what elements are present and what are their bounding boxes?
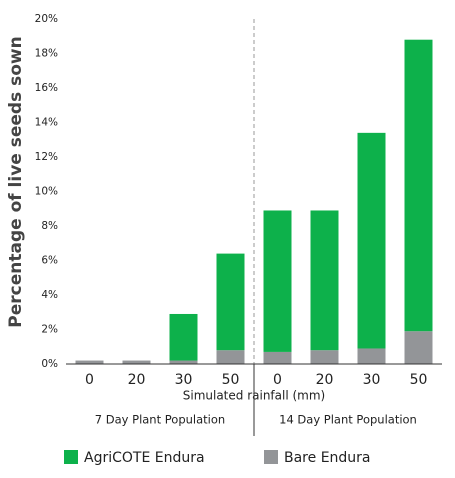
legend-swatch [264,450,278,464]
group-label: 7 Day Plant Population [95,413,225,427]
bar-segment [75,360,104,364]
x-tick-label: 30 [363,372,381,388]
y-tick-label: 2% [41,324,58,336]
y-tick-label: 6% [41,255,58,267]
legend-label: AgriCOTE Endura [84,450,205,466]
bar-segment [169,313,198,361]
y-tick-label: 20% [35,13,58,25]
y-tick-label: 10% [35,186,58,198]
x-tick-label: 0 [85,372,94,388]
bar-segment [357,132,386,349]
x-tick-label: 20 [128,372,146,388]
bar-segment [357,348,386,364]
bar-segment [404,331,433,364]
y-axis-label: Percentage of live seeds sown [6,36,26,327]
y-tick-label: 18% [35,48,58,60]
y-tick-label: 4% [41,289,58,301]
y-tick-label: 0% [41,358,58,370]
y-tick-label: 12% [35,151,58,163]
y-tick-label: 16% [35,82,58,94]
x-tick-label: 30 [175,372,193,388]
bar-segment [216,350,245,364]
bar-segment [404,39,433,332]
bar-segment [310,350,339,364]
legend-swatch [64,450,78,464]
legend-label: Bare Endura [284,450,371,466]
x-tick-label: 0 [273,372,282,388]
x-tick-label: 50 [410,372,428,388]
x-tick-label: 50 [222,372,240,388]
y-tick-label: 14% [35,117,58,129]
bar-segment [216,253,245,351]
x-tick-label: 20 [316,372,334,388]
y-tick-label: 8% [41,220,58,232]
bar-segment [263,351,292,364]
bar-segment [169,360,198,364]
group-label: 14 Day Plant Population [279,413,417,427]
bar-segment [263,210,292,352]
bar-segment [122,360,151,364]
bar-segment [310,210,339,351]
